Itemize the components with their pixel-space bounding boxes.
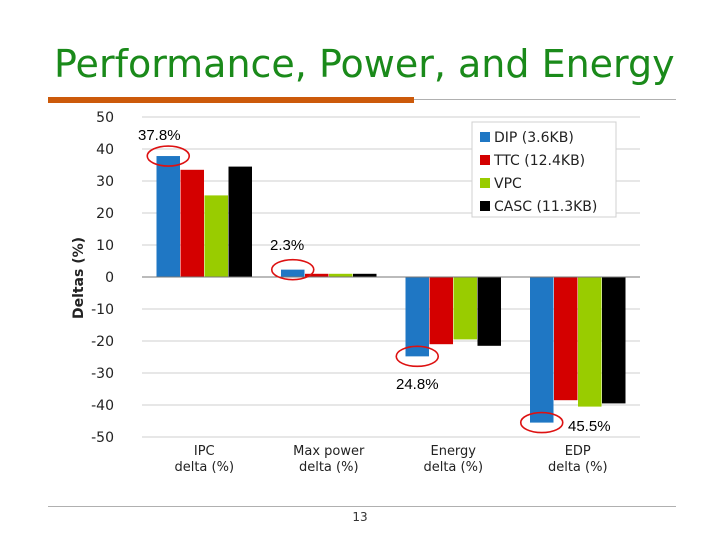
y-tick-label: 50 [96,110,114,126]
title-accent-rule [48,97,414,103]
x-category-label: Energy [430,444,476,459]
y-tick-label: 0 [105,270,114,286]
legend-entry: VPC [494,176,522,192]
annotation-label: 2.3% [270,237,304,254]
x-category-label: delta (%) [299,460,359,475]
annotation-label: 45.5% [568,418,611,435]
y-tick-label: -50 [91,430,114,446]
y-tick-label: 40 [96,142,114,158]
chart-legend: DIP (3.6KB) TTC (12.4KB) VPC CASC (11.3KB) [471,121,617,218]
bar [156,156,180,277]
legend-swatch [480,155,490,165]
y-tick-label: 10 [96,238,114,254]
y-tick-label: -40 [91,398,114,414]
footer-rule [48,506,676,507]
legend-swatch [480,201,490,211]
slide-title: Performance, Power, and Energy [54,42,675,86]
bar [602,277,626,404]
legend-entry: TTC (12.4KB) [493,153,585,169]
highlight-circle [146,145,191,167]
legend-entry: CASC (11.3KB) [494,199,597,215]
x-category-label: IPC [194,444,215,459]
highlight-circle [519,411,564,434]
bar [228,166,252,277]
legend-swatch [480,132,490,142]
title-rule [414,99,676,100]
y-tick-label: 20 [96,206,114,222]
x-category-label: EDP [565,444,591,459]
x-category-label: delta (%) [548,460,608,475]
y-axis-label: Deltas (%) [71,237,87,319]
highlight-circle [270,258,315,281]
x-category-label: delta (%) [174,460,234,475]
bar [180,169,204,277]
y-tick-label: -10 [91,302,114,318]
page-number: 13 [352,510,368,524]
legend-box [471,121,617,218]
annotation-label: 37.8% [138,127,181,144]
bar [305,273,329,277]
bar [329,273,353,277]
chart-annotations: 37.8% 2.3% 24.8% 45.5% [138,127,611,435]
bar [405,277,429,357]
bar [281,269,305,277]
y-tick-label: -30 [91,366,114,382]
y-tick-label: 30 [96,174,114,190]
bar [429,277,453,345]
annotation-label: 24.8% [396,376,439,393]
bar [578,277,602,407]
bar [530,277,554,423]
chart-bars [156,156,626,423]
bar [453,277,477,340]
legend-entry: DIP (3.6KB) [494,130,574,146]
highlight-circle [395,345,440,368]
legend-swatch [480,178,490,188]
bar [353,273,377,277]
bar [204,195,228,277]
bar [554,277,578,401]
bar [477,277,501,346]
y-axis-ticks: 50 40 30 20 10 0 -10 -20 -30 -40 -50 [91,110,114,446]
x-category-label: delta (%) [423,460,483,475]
x-category-label: Max power [293,444,365,459]
y-tick-label: -20 [91,334,114,350]
